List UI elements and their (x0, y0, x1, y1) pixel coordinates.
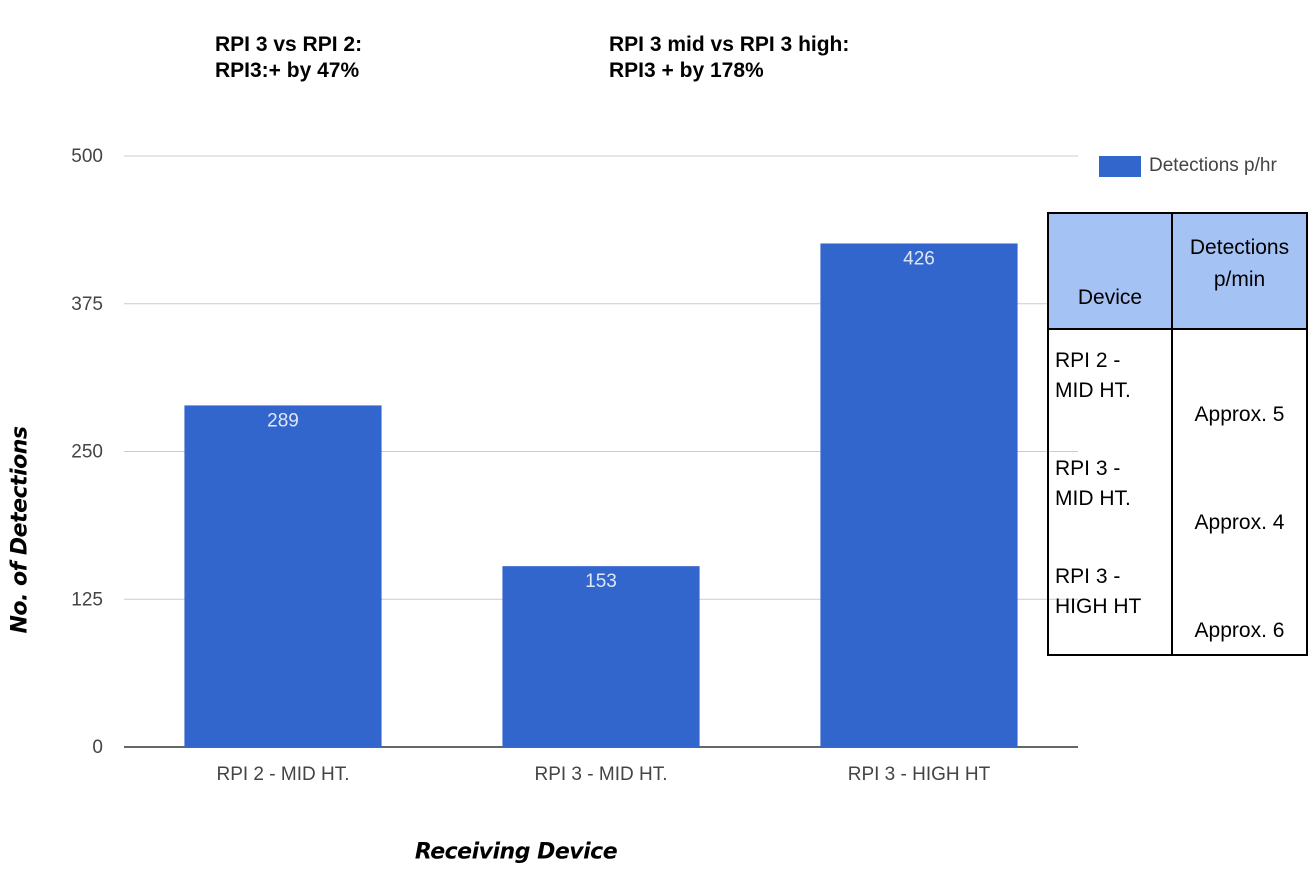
table-row: RPI 3 - HIGH HT Approx. 6 (1047, 546, 1308, 656)
x-tick-labels: RPI 2 - MID HT. RPI 3 - MID HT. RPI 3 - HI… (216, 764, 990, 785)
bars: 289 153 426 (184, 243, 1018, 747)
annotation-line: RPI 3 vs RPI 2: (215, 33, 363, 56)
data-label: 426 (903, 248, 935, 269)
bar (502, 566, 700, 747)
y-tick-label: 375 (71, 294, 103, 315)
detections-table: Device Detections p/min RPI 2 - MID HT. … (1047, 212, 1308, 656)
device-text: RPI 3 - HIGH HT (1055, 565, 1142, 618)
legend: Detections p/hr (1099, 155, 1277, 177)
table-cell-value: Approx. 6 (1171, 546, 1308, 656)
table-row: RPI 2 - MID HT. Approx. 5 (1047, 328, 1308, 438)
y-axis-label: No. of Detections (7, 426, 33, 634)
table-header-device: Device (1047, 212, 1173, 330)
legend-label: Detections p/hr (1149, 155, 1277, 176)
annotation-line: RPI3:+ by 47% (215, 59, 360, 82)
table-cell-value: Approx. 4 (1171, 438, 1308, 546)
device-text: RPI 3 - MID HT. (1055, 457, 1131, 510)
x-tick-label: RPI 3 - MID HT. (534, 764, 667, 785)
x-axis-label: Receiving Device (414, 839, 618, 865)
table-row: RPI 3 - MID HT. Approx. 4 (1047, 438, 1308, 546)
table-header-detections: Detections p/min (1171, 212, 1308, 330)
x-tick-label: RPI 2 - MID HT. (216, 764, 349, 785)
y-tick-labels: 0 125 250 375 500 (71, 146, 103, 758)
table-cell-value: Approx. 5 (1171, 328, 1308, 438)
table-cell-device: RPI 3 - HIGH HT (1047, 546, 1173, 656)
bar (184, 405, 382, 747)
annotation-line: RPI 3 mid vs RPI 3 high: (609, 33, 850, 56)
annotation-rpi3-vs-rpi2: RPI 3 vs RPI 2: RPI3:+ by 47% (215, 32, 362, 84)
y-tick-label: 500 (71, 146, 103, 167)
data-label: 153 (585, 571, 617, 592)
y-tick-label: 125 (71, 589, 103, 610)
table-cell-device: RPI 3 - MID HT. (1047, 438, 1173, 546)
legend-swatch (1099, 155, 1141, 177)
y-tick-label: 0 (92, 737, 103, 758)
bar (820, 243, 1018, 747)
data-label: 289 (267, 410, 299, 431)
table-cell-device: RPI 2 - MID HT. (1047, 328, 1173, 438)
device-text: RPI 2 - MID HT. (1055, 349, 1131, 402)
y-tick-label: 250 (71, 442, 103, 463)
annotation-line: RPI3 + by 178% (609, 59, 764, 82)
annotation-rpi3-mid-vs-high: RPI 3 mid vs RPI 3 high: RPI3 + by 178% (609, 32, 849, 84)
x-tick-label: RPI 3 - HIGH HT (848, 764, 991, 785)
table-header-row: Device Detections p/min (1047, 212, 1308, 330)
